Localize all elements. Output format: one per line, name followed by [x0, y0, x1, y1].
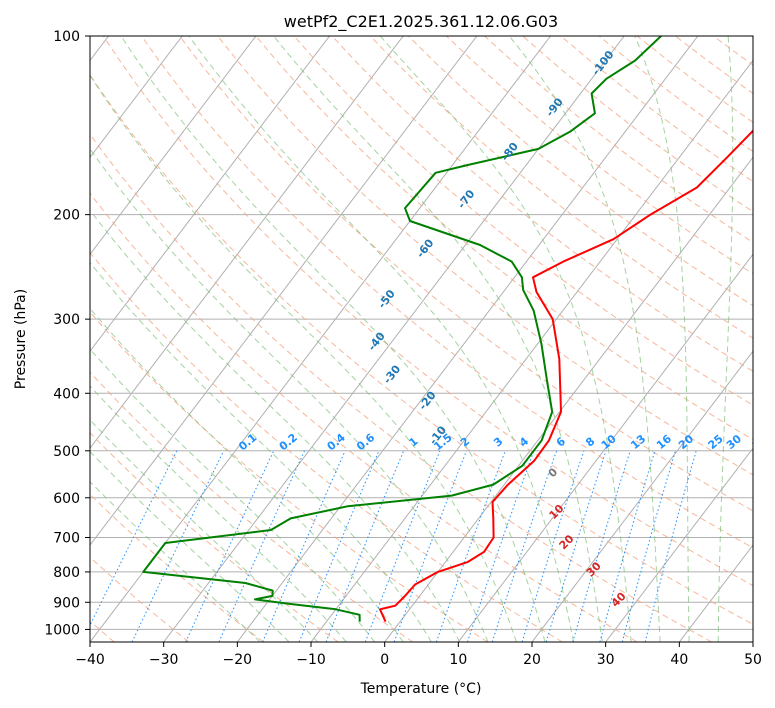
isotherm: [90, 36, 257, 256]
x-tick-label: −20: [223, 652, 253, 668]
mixing-ratio-line: [644, 450, 697, 642]
mixing-ratio-line: [435, 450, 506, 642]
isotherm: [90, 36, 478, 546]
isotherm: [605, 447, 753, 642]
dry-adiabat: [90, 371, 414, 642]
moist-adiabat: [273, 36, 603, 642]
mixing-ratio-line: [325, 450, 405, 642]
moist-adiabat: [188, 36, 575, 642]
y-axis: 100 200 300 400 500 600 700 800 900 1000: [44, 29, 90, 638]
y-tick-label: 600: [53, 491, 80, 507]
moist-adiabat: [90, 348, 376, 642]
mixing-ratio-lines: [90, 450, 697, 642]
dry-adiabat: [293, 36, 753, 406]
y-tick-label: 100: [53, 29, 80, 45]
x-tick-label: −40: [75, 652, 105, 668]
x-tick-label: 0: [380, 652, 389, 668]
dry-adiabat: [90, 432, 339, 642]
y-tick-label: 200: [53, 208, 80, 224]
moist-adiabat: [90, 148, 489, 642]
y-tick-label: 800: [53, 565, 80, 581]
mixing-ratio-line: [90, 450, 178, 627]
plot-frame: [89, 35, 754, 643]
moist-adiabat: [379, 36, 632, 642]
dry-adiabats: [90, 36, 753, 642]
chart-title: wetPf2_C2E1.2025.361.12.06.G03: [284, 12, 558, 32]
x-axis: −40 −30 −20 −10 0 10 20 30 40 50: [75, 642, 762, 668]
isotherm: [90, 36, 551, 642]
x-tick-label: −30: [149, 652, 179, 668]
moist-adiabat: [90, 419, 319, 642]
y-tick-label: 1000: [44, 622, 80, 638]
y-tick-label: 700: [53, 531, 80, 547]
y-axis-label: Pressure (hPa): [13, 289, 29, 389]
dewpoint-line: [142, 36, 662, 622]
mixing-ratio-line: [572, 450, 631, 642]
mixing-ratio-line: [491, 450, 558, 642]
y-tick-label: 400: [53, 386, 80, 402]
dry-adiabat: [90, 133, 712, 642]
y-tick-label: 900: [53, 595, 80, 611]
isotherm: [384, 156, 753, 642]
mixing-ratio-line: [545, 450, 607, 642]
isotherm: [90, 36, 183, 159]
moist-adiabat: [90, 74, 517, 642]
moist-adiabat: [717, 36, 734, 642]
dry-adiabat: [90, 192, 638, 642]
x-tick-label: 10: [449, 652, 467, 668]
dry-adiabat: [331, 36, 753, 372]
isotherm: [90, 36, 330, 353]
mixing-ratio-line: [621, 450, 676, 642]
x-tick-label: 20: [523, 652, 541, 668]
mixing-ratio-label: 36: [750, 432, 770, 452]
moist-adiabat: [508, 36, 661, 642]
isotherm: [90, 36, 404, 449]
moist-adiabat: [90, 307, 404, 642]
y-tick-label: 500: [53, 444, 80, 460]
moist-adiabat: [90, 209, 461, 642]
isotherm: [531, 350, 753, 642]
mixing-ratio-line: [298, 450, 380, 642]
plot-area: 0.10.20.40.611.52346810131620253036-100-…: [90, 36, 770, 642]
moist-adiabat: [90, 261, 432, 642]
mixing-ratio-line: [467, 450, 535, 642]
isotherm: [457, 253, 753, 642]
mixing-ratio-line: [364, 450, 441, 642]
dry-adiabat: [255, 36, 753, 441]
y-tick-label: 300: [53, 312, 80, 328]
grid-layer: [90, 36, 753, 642]
x-tick-label: 50: [744, 652, 762, 668]
x-axis-label: Temperature (°C): [360, 681, 482, 697]
x-tick-label: −10: [296, 652, 326, 668]
moist-adiabat: [90, 450, 290, 642]
sounding-series: [142, 36, 753, 623]
temperature-line: [379, 129, 753, 623]
mixing-ratio-line: [521, 450, 585, 642]
dry-adiabat: [217, 36, 753, 476]
x-tick-label: 40: [670, 652, 688, 668]
x-tick-label: 30: [597, 652, 615, 668]
isotherm: [236, 36, 699, 642]
mixing-ratio-line: [393, 450, 467, 642]
mixing-ratio-line: [262, 450, 346, 642]
moist-adiabat: [90, 481, 261, 642]
mixing-ratio-line: [599, 450, 656, 642]
isotherm: [163, 36, 625, 642]
moist-adiabat: [90, 385, 347, 642]
moist-adiabat: [634, 36, 690, 642]
